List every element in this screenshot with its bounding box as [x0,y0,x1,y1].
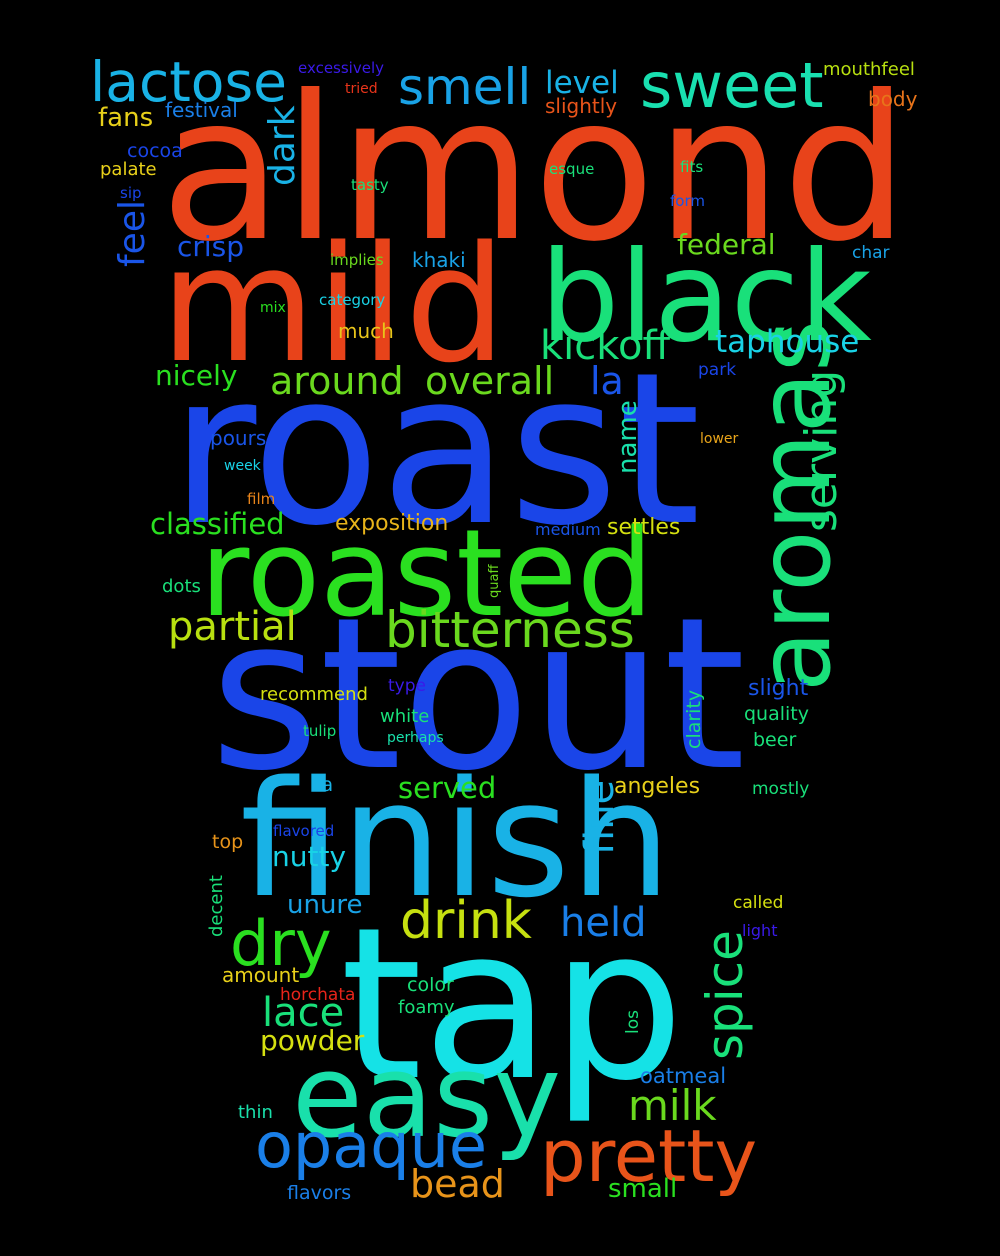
word-served: served [398,771,497,805]
word-nutty: nutty [272,840,347,873]
word-drink: drink [400,891,532,951]
word-nicely: nicely [155,359,238,392]
word-feel: feel [112,200,153,267]
word-exposition: exposition [335,511,449,536]
word-angeles: angeles [614,774,701,799]
word-unure: unure [287,890,363,920]
word-oatmeal: oatmeal [640,1064,727,1088]
word-around: around [270,359,404,403]
word-cocoa: cocoa [127,140,183,162]
word-name: name [613,400,643,474]
word-easy: easy [292,1030,562,1164]
word-fans: fans [98,103,154,133]
word-slight: slight [748,676,809,701]
word-smell: smell [398,58,532,116]
word-recommend: recommend [260,684,368,705]
word-beer: beer [753,729,797,751]
word-federal: federal [677,228,776,261]
word-overall: overall [425,359,555,403]
word-thin: thin [238,1102,273,1123]
word-bead: bead [410,1162,505,1206]
word-taphouse: taphouse [715,324,860,360]
word-amount: amount [222,963,300,987]
word-mouthfeel: mouthfeel [823,59,915,80]
word-film: film [247,490,276,508]
word-roast: roast [170,327,701,572]
word-excessively: excessively [298,59,385,77]
word-tasty: tasty [351,176,389,194]
word-esque: esque [549,160,595,178]
word-implies: implies [330,251,384,269]
word-color: color [407,974,454,996]
word-roasted: roasted [200,505,654,644]
word-lactose: lactose [90,50,287,114]
word-lower: lower [700,431,739,447]
word-small: small [608,1174,678,1204]
word-palate: palate [100,159,157,180]
word-form: form [670,192,705,210]
word-body: body [868,87,918,111]
word-los: los [623,1010,643,1034]
word-perhaps: perhaps [387,730,444,746]
word-pretty: pretty [540,1114,758,1198]
word-lace: lace [262,990,345,1036]
word-dots: dots [162,576,201,597]
word-black: black [540,225,872,370]
word-stout: stout [210,572,746,817]
word-called: called [733,893,784,913]
word-bitterness: bitterness [385,601,635,659]
word-tap: tap [340,882,685,1127]
word-partial: partial [168,604,297,650]
word-week: week [224,458,261,474]
word-serving: serving [796,369,847,532]
word-powder: powder [260,1024,365,1057]
word-mild: mild [160,211,507,398]
word-flavored: flavored [273,822,335,840]
word-foamy: foamy [398,997,455,1018]
word-type: type [388,676,426,696]
word-park: park [698,360,737,380]
word-white: white [380,706,430,727]
word-fits: fits [680,158,704,176]
word-char: char [852,243,890,263]
word-category: category [319,291,386,309]
word-medium: medium [535,520,601,539]
word-almond: almond [160,53,910,286]
word-spice: spice [696,930,754,1060]
word-quaff: quaff [487,564,502,598]
word-pours: pours [210,426,267,450]
word-slightly: slightly [545,94,618,118]
word-decent: decent [206,875,227,937]
word-tulip: tulip [303,722,337,740]
word-crisp: crisp [177,230,245,263]
word-dry: dry [230,907,332,980]
word-light: light [742,921,778,940]
word-quality: quality [744,703,809,725]
word-mix: mix [260,300,286,316]
word-horchata: horchata [280,985,356,1005]
word-khaki: khaki [412,248,466,272]
word-top: top [212,831,244,853]
word-sweet: sweet [640,49,824,122]
word-clarity: clarity [683,689,705,749]
word-opaque: opaque [255,1109,488,1182]
word-flavors: flavors [287,1182,352,1204]
word-level: level [545,65,619,101]
word-festival: festival [165,98,238,122]
word-milk: milk [628,1081,717,1130]
word-classified: classified [150,507,285,541]
word-la: la [590,359,624,403]
word-ca: ca [311,774,334,796]
word-finish: finish [240,746,672,933]
word-kickoff: kickoff [540,323,671,369]
word-sip: sip [120,184,142,202]
word-dark: dark [262,105,303,186]
word-mostly: mostly [752,779,810,799]
word-held: held [560,900,647,946]
word-much: much [338,319,394,343]
word-tried: tried [345,81,378,97]
word-settles: settles [607,515,681,540]
